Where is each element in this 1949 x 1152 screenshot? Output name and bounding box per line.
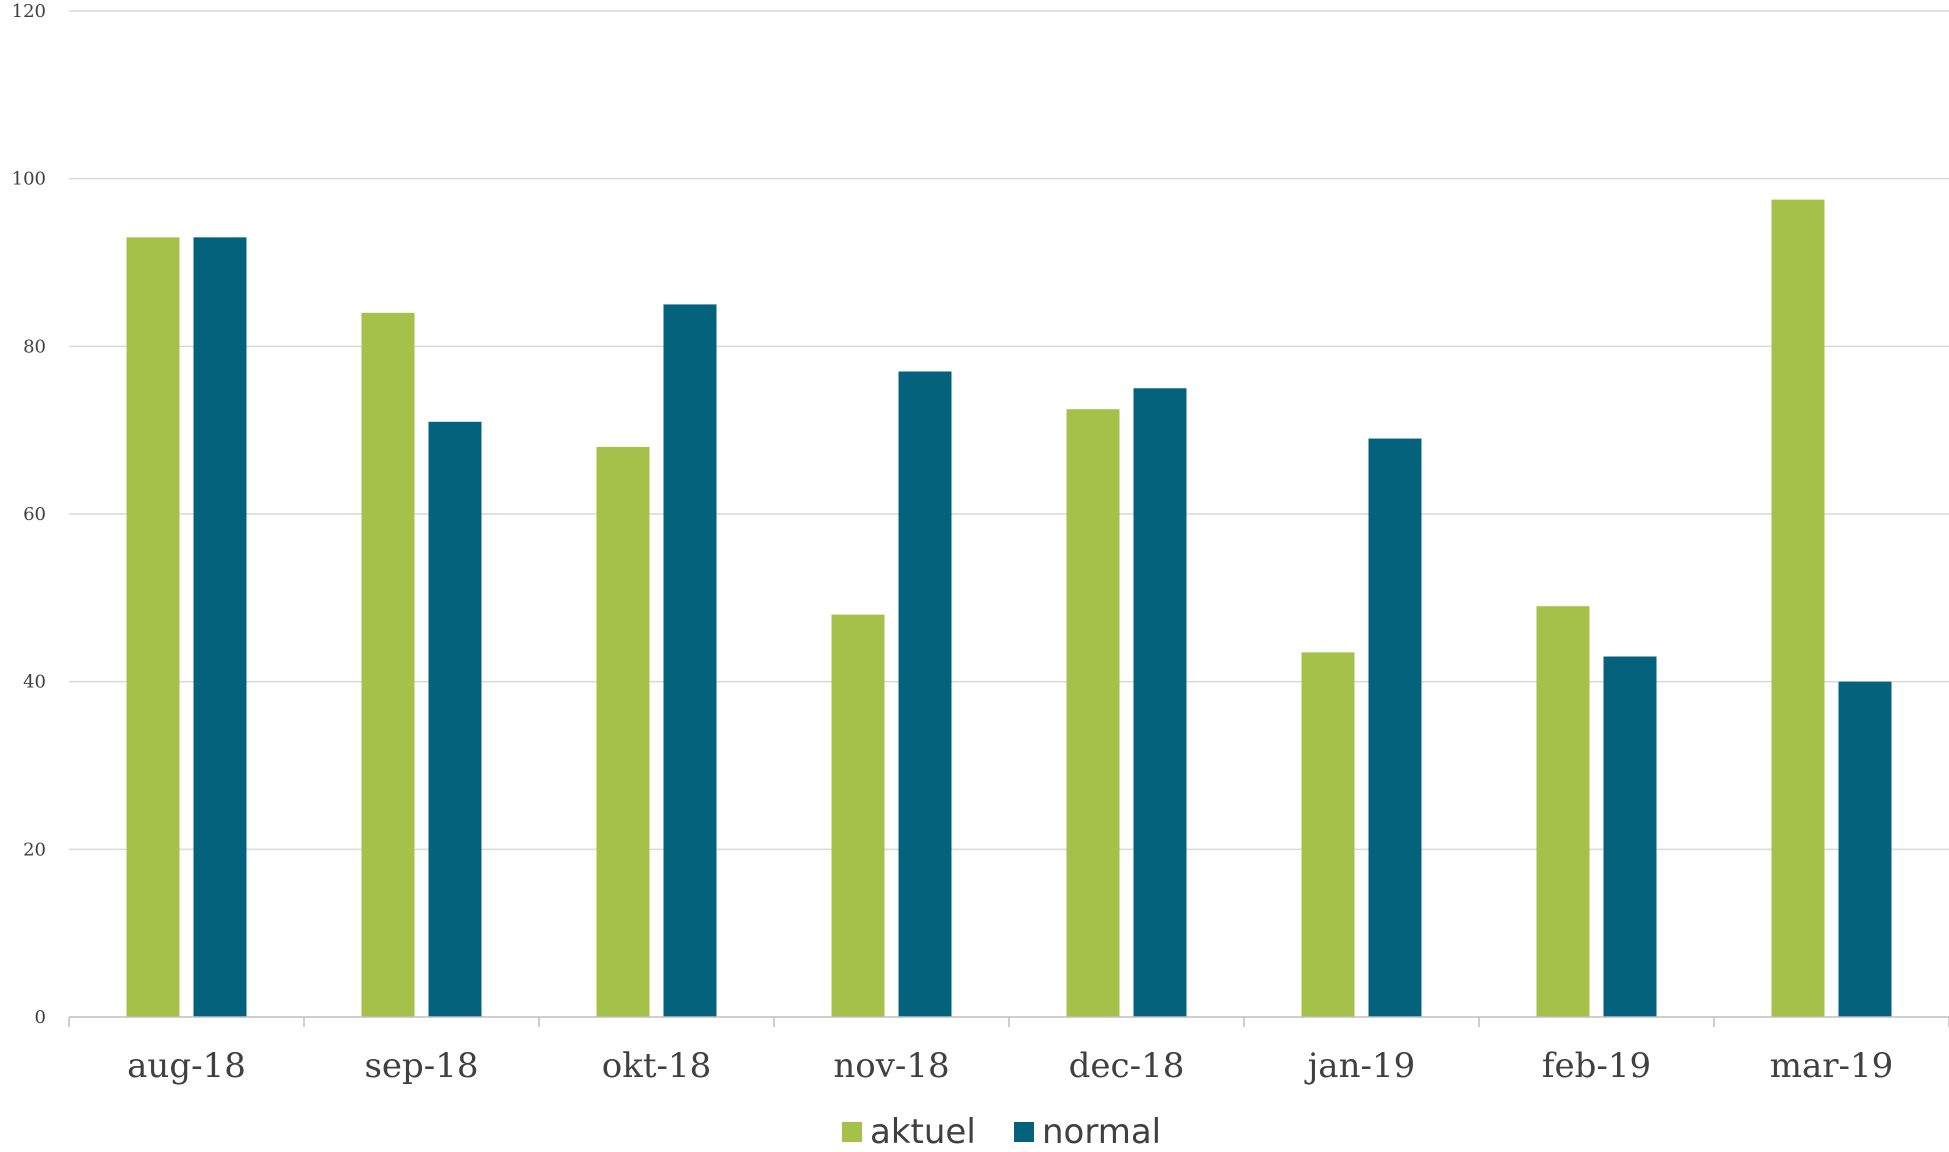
legend: aktuel normal	[842, 1112, 1161, 1152]
y-tick-label: 60	[23, 504, 46, 525]
bar-aktuel-dec-18	[1066, 409, 1120, 1017]
x-tick-label: nov-18	[833, 1046, 949, 1086]
y-tick-label: 120	[12, 1, 46, 22]
x-tick-label: mar-19	[1770, 1046, 1894, 1086]
y-axis-ticks: 0 20 40 60 80 100 120	[12, 1, 46, 1028]
bar-aktuel-sep-18	[361, 312, 415, 1017]
legend-item-aktuel: aktuel	[842, 1112, 976, 1152]
gridlines	[69, 10, 1949, 851]
x-tick-label: sep-18	[364, 1046, 478, 1086]
bar-normal-dec-18	[1133, 388, 1187, 1017]
x-tick-label: okt-18	[602, 1046, 712, 1086]
y-tick-label: 20	[23, 839, 46, 860]
y-tick-label: 100	[12, 169, 46, 190]
y-tick-label: 40	[23, 672, 46, 693]
x-tick-label: feb-19	[1542, 1046, 1651, 1086]
bar-aktuel-nov-18	[831, 614, 885, 1017]
x-tick-label: aug-18	[127, 1046, 246, 1086]
bar-normal-sep-18	[428, 421, 482, 1017]
legend-item-normal: normal	[1014, 1112, 1161, 1152]
bar-aktuel-mar-19	[1771, 199, 1825, 1017]
legend-swatch	[1014, 1122, 1034, 1142]
y-tick-label: 0	[35, 1007, 46, 1028]
bar-normal-mar-19	[1838, 681, 1892, 1017]
bars	[126, 199, 1892, 1018]
bar-normal-aug-18	[193, 237, 247, 1018]
bar-aktuel-feb-19	[1536, 606, 1590, 1017]
legend-label: aktuel	[870, 1112, 976, 1152]
bar-normal-nov-18	[898, 371, 952, 1017]
bar-normal-okt-18	[663, 304, 717, 1018]
x-axis: aug-18 sep-18 okt-18 nov-18 dec-18 jan-19 feb-…	[68, 1016, 1949, 1086]
bar-aktuel-jan-19	[1301, 652, 1355, 1017]
y-tick-label: 80	[23, 336, 46, 357]
legend-swatch	[842, 1122, 862, 1142]
x-tick-label: jan-19	[1304, 1046, 1415, 1086]
legend-label: normal	[1042, 1112, 1161, 1152]
x-tick-label: dec-18	[1069, 1046, 1185, 1086]
bar-aktuel-aug-18	[126, 237, 180, 1018]
bar-normal-jan-19	[1368, 438, 1422, 1017]
bar-normal-feb-19	[1603, 656, 1657, 1017]
bar-aktuel-okt-18	[596, 446, 650, 1017]
